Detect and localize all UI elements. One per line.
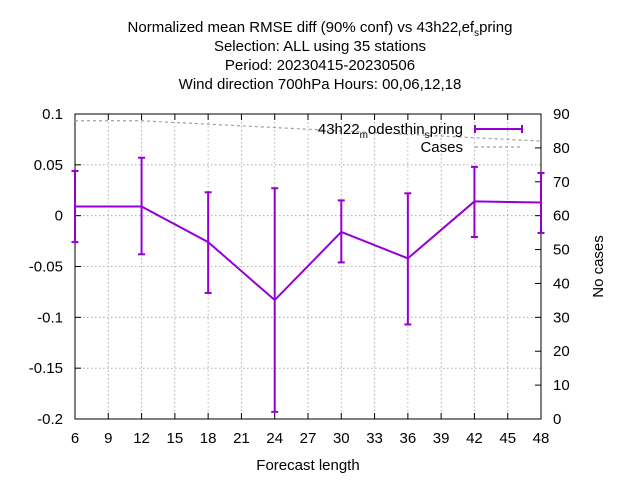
error-bar bbox=[271, 187, 279, 413]
subscript-text: s bbox=[425, 130, 430, 141]
x-tick-label: 39 bbox=[433, 430, 450, 447]
y2-tick-label: 10 bbox=[553, 377, 570, 394]
error-bar bbox=[537, 171, 545, 234]
x-tick-label: 24 bbox=[266, 430, 283, 447]
x-tick-label: 30 bbox=[333, 430, 350, 447]
title-line: Selection: ALL using 35 stations bbox=[214, 38, 426, 55]
x-axis: 6 9 12 15 18 21 24 27 30 33 36 39 42 45 48 bbox=[71, 114, 550, 447]
y2-tick-label: 40 bbox=[553, 275, 570, 292]
y2-tick-label: 70 bbox=[553, 174, 570, 191]
x-tick-label: 33 bbox=[366, 430, 383, 447]
y2-tick-label: 90 bbox=[553, 106, 570, 123]
text-part: Wind direction 700hPa Hours: 00,06,12,18 bbox=[179, 76, 462, 93]
error-bar bbox=[337, 199, 345, 264]
y2-tick-label: 30 bbox=[553, 309, 570, 326]
y-tick-label: -0.1 bbox=[37, 309, 63, 326]
x-tick-label: 21 bbox=[233, 430, 250, 447]
series-line bbox=[75, 200, 542, 302]
title-line: Normalized mean RMSE diff (90% conf) vs … bbox=[128, 19, 513, 39]
text-part: Selection: ALL using 35 stations bbox=[214, 38, 426, 55]
y2-tick-label: 80 bbox=[553, 140, 570, 157]
legend-label: 43h22modesthinspring bbox=[318, 121, 463, 141]
subscript-text: r bbox=[458, 28, 462, 39]
x-tick-label: 36 bbox=[400, 430, 417, 447]
series bbox=[71, 120, 545, 413]
text-part: odesthin bbox=[368, 121, 425, 138]
x-tick-label: 9 bbox=[104, 430, 112, 447]
y2-tick-label: 20 bbox=[553, 343, 570, 360]
text-part: ef bbox=[462, 19, 475, 36]
x-tick-label: 48 bbox=[533, 430, 550, 447]
title-line: Wind direction 700hPa Hours: 00,06,12,18 bbox=[179, 76, 462, 93]
x-tick-label: 12 bbox=[133, 430, 150, 447]
legend-label: Cases bbox=[420, 139, 463, 156]
y-tick-label: 0.1 bbox=[42, 106, 63, 123]
subscript-text: m bbox=[360, 130, 368, 141]
text-part: Normalized mean RMSE diff (90% conf) vs … bbox=[128, 19, 459, 36]
y2-tick-label: 0 bbox=[553, 411, 561, 428]
y-axis: 0.1 0.05 0 -0.05 -0.1 -0.15 -0.2 bbox=[29, 106, 81, 428]
y2-tick-label: 50 bbox=[553, 242, 570, 259]
error-bar bbox=[71, 169, 79, 244]
x-axis-label: Forecast length bbox=[256, 457, 359, 474]
x-tick-label: 15 bbox=[167, 430, 184, 447]
text-part: pring bbox=[430, 121, 463, 138]
title-line: Period: 20230415-20230506 bbox=[225, 57, 415, 74]
text-part: Period: 20230415-20230506 bbox=[225, 57, 415, 74]
error-bar bbox=[204, 191, 212, 294]
y-tick-label: -0.05 bbox=[29, 259, 63, 276]
y2-axis-label: No cases bbox=[590, 235, 607, 298]
x-tick-label: 42 bbox=[466, 430, 483, 447]
y2-axis: 0 10 20 30 40 50 60 70 80 90 bbox=[535, 106, 570, 428]
y-tick-label: -0.2 bbox=[37, 411, 63, 428]
text-part: pring bbox=[479, 19, 512, 36]
x-tick-label: 6 bbox=[71, 430, 79, 447]
x-tick-label: 45 bbox=[499, 430, 516, 447]
text-part: Cases bbox=[420, 139, 463, 156]
y-tick-label: 0 bbox=[55, 208, 63, 225]
error-bar bbox=[138, 156, 146, 256]
subscript-text: s bbox=[474, 28, 479, 39]
x-tick-label: 27 bbox=[300, 430, 317, 447]
error-bar bbox=[470, 165, 478, 239]
y-tick-label: -0.15 bbox=[29, 360, 63, 377]
error-bar bbox=[404, 192, 412, 326]
x-tick-label: 18 bbox=[200, 430, 217, 447]
y-tick-label: 0.05 bbox=[34, 157, 63, 174]
y2-tick-label: 60 bbox=[553, 208, 570, 225]
text-part: 43h22 bbox=[318, 121, 360, 138]
chart-title: Normalized mean RMSE diff (90% conf) vs … bbox=[128, 19, 513, 93]
